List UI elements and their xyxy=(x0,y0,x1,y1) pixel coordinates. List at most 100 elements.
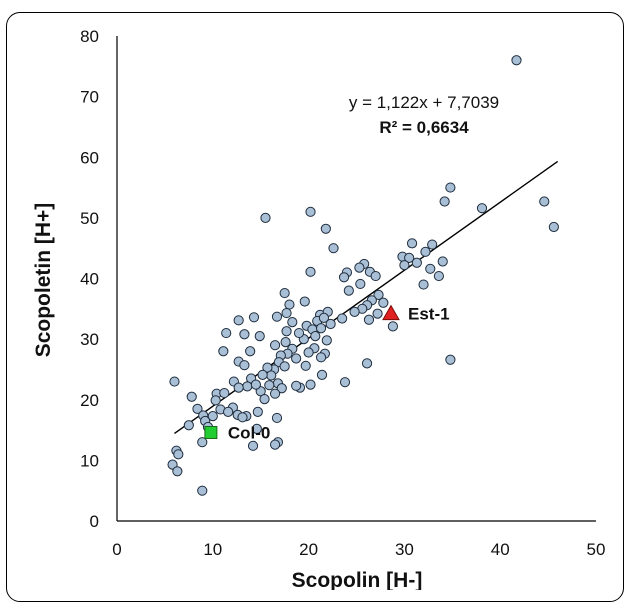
data-point xyxy=(399,260,410,271)
y-tick-label: 50 xyxy=(80,209,99,228)
data-point xyxy=(280,337,291,348)
data-point xyxy=(197,485,208,496)
data-point xyxy=(321,335,332,346)
data-point xyxy=(183,420,194,431)
data-point xyxy=(300,360,311,371)
data-point xyxy=(192,403,203,414)
data-point xyxy=(387,321,399,332)
trendline-equation: y = 1,122x + 7,7039 xyxy=(349,93,499,112)
data-point xyxy=(293,327,305,339)
data-point xyxy=(281,326,292,337)
data-point xyxy=(169,376,180,387)
trendline xyxy=(174,160,559,435)
data-point xyxy=(242,381,253,392)
data-point xyxy=(186,391,197,402)
data-point xyxy=(252,406,263,417)
data-point xyxy=(370,270,381,282)
data-point xyxy=(287,317,298,328)
data-point xyxy=(372,308,383,319)
data-point xyxy=(427,239,438,250)
data-point xyxy=(279,361,290,372)
data-point xyxy=(223,406,234,417)
est-1-marker xyxy=(382,304,400,321)
data-point xyxy=(378,297,389,308)
data-point xyxy=(271,311,283,322)
data-point xyxy=(310,330,321,342)
data-point xyxy=(218,346,229,357)
data-point xyxy=(355,278,366,290)
data-point xyxy=(269,439,281,450)
data-point xyxy=(305,206,316,217)
data-point xyxy=(284,299,295,310)
x-tick-label: 30 xyxy=(395,540,414,559)
y-tick-labels: 0 10 20 30 40 50 60 70 80 xyxy=(80,27,99,531)
y-tick-label: 40 xyxy=(80,270,99,289)
y-axis-title: Scopoletin [H+] xyxy=(32,203,55,358)
x-tick-label: 10 xyxy=(203,540,222,559)
data-point xyxy=(406,238,418,249)
data-point xyxy=(251,423,262,434)
axes xyxy=(116,36,596,522)
data-point xyxy=(239,329,250,340)
data-point xyxy=(404,252,415,263)
data-point xyxy=(247,440,259,451)
data-point xyxy=(361,358,373,369)
data-point xyxy=(254,330,265,342)
data-point xyxy=(315,323,327,334)
data-point xyxy=(339,377,351,388)
data-point xyxy=(248,312,260,323)
data-point xyxy=(269,388,281,399)
data-point xyxy=(264,380,275,391)
annotations: Col-0 Est-1 xyxy=(204,304,450,442)
data-point xyxy=(318,312,330,324)
col-0-marker xyxy=(204,425,218,439)
x-tick-label: 20 xyxy=(299,540,318,559)
data-point xyxy=(418,279,429,290)
data-point xyxy=(325,318,336,330)
data-point xyxy=(266,370,277,381)
data-point xyxy=(439,196,450,207)
data-point xyxy=(237,412,248,423)
annotation-label: Col-0 xyxy=(228,423,271,442)
data-point xyxy=(445,182,456,193)
data-point xyxy=(425,263,436,274)
data-point xyxy=(291,353,302,364)
data-point xyxy=(433,270,444,282)
data-point xyxy=(337,313,348,324)
data-point xyxy=(338,272,350,283)
annotation-label: Est-1 xyxy=(408,305,450,324)
data-point xyxy=(173,449,184,460)
data-point xyxy=(373,289,384,300)
data-point xyxy=(221,327,232,339)
data-point xyxy=(279,287,290,299)
data-points xyxy=(167,55,559,496)
data-point xyxy=(476,203,488,214)
y-tick-label: 60 xyxy=(80,148,99,167)
data-point xyxy=(269,340,281,351)
data-point xyxy=(257,369,268,380)
x-axis-title: Scopolin [H-] xyxy=(292,569,423,590)
x-tick-label: 0 xyxy=(112,540,121,559)
data-point xyxy=(349,306,360,317)
data-point xyxy=(411,257,422,268)
data-point xyxy=(343,285,354,296)
data-point xyxy=(219,387,230,399)
data-point xyxy=(259,394,270,405)
data-point xyxy=(281,307,292,319)
data-point xyxy=(210,395,221,406)
data-point xyxy=(260,212,271,223)
data-point xyxy=(363,314,375,325)
data-point xyxy=(320,223,331,234)
data-point xyxy=(437,256,448,267)
data-point xyxy=(239,360,250,371)
y-tick-label: 0 xyxy=(90,512,99,531)
data-point xyxy=(445,354,456,365)
data-point xyxy=(315,352,327,363)
data-point xyxy=(245,346,256,357)
data-point xyxy=(303,347,314,358)
data-point xyxy=(276,383,287,394)
y-tick-label: 70 xyxy=(80,88,99,107)
data-point xyxy=(299,296,310,307)
